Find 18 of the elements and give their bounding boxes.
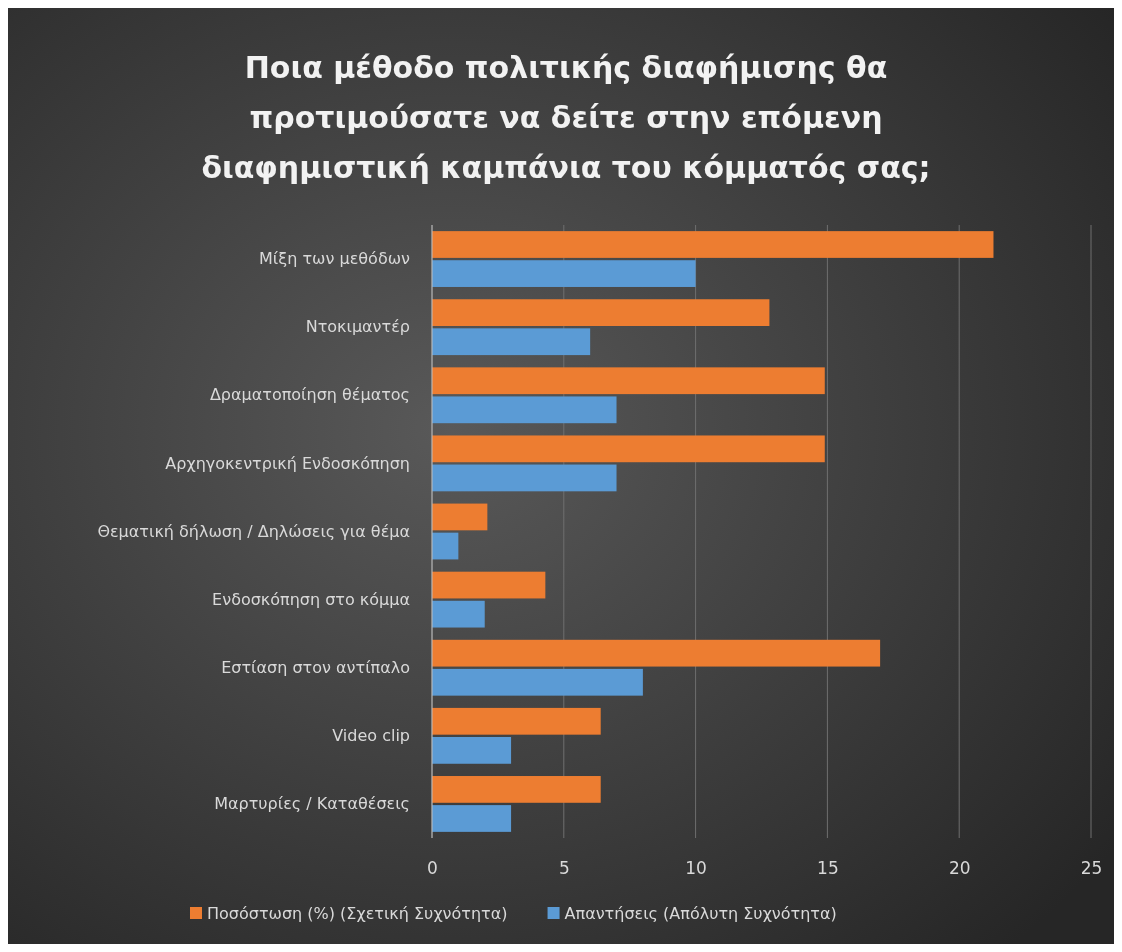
x-tick-label: 5 [558,858,570,879]
x-tick-label: 10 [685,858,707,879]
y-tick-label: Ντοκιμαντέρ [305,317,410,337]
y-tick-label: Ενδοσκόπηση στο κόμμα [212,589,410,609]
y-tick-label: Δραματοποίηση θέματος [209,385,410,405]
chart-title: Ποια μέθοδο πολιτικής διαφήμισης θα προτιμούσατε να δείτε στην επόμενη διαφημιστική καμπάνια του κόμματός σας; [201,50,931,185]
x-tick-label: 0 [427,858,438,879]
y-tick-label: Μίξη των μεθόδων [259,249,411,269]
legend-label: Ποσόστωση (%) (Σχετική Συχνότητα) [207,904,508,923]
x-tick-label: 25 [1080,858,1103,879]
y-tick-label: Θεματική δήλωση / Δηλώσεις για θέμα [97,521,410,541]
x-tick-label: 20 [948,858,971,879]
y-tick-label: Εστίαση στον αντίπαλο [221,657,410,677]
y-tick-label: Video clip [332,725,410,745]
y-tick-label: Μαρτυρίες / Καταθέσεις [214,794,410,814]
legend-label: Απαντήσεις (Απόλυτη Συχνότητα) [564,904,837,923]
x-tick-label: 15 [817,858,839,879]
y-tick-label: Αρχηγοκεντρική Ενδοσκόπηση [165,453,410,473]
